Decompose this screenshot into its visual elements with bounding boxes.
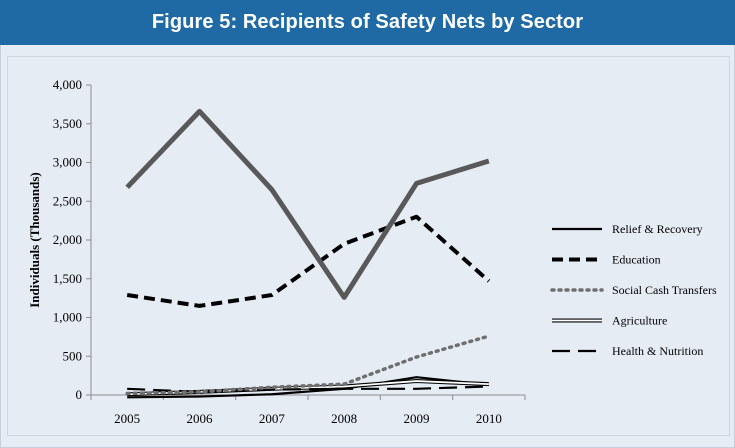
x-tick-label: 2007 [259,411,286,426]
y-tick-label: 2,500 [53,193,82,208]
x-tick-label: 2008 [331,411,357,426]
y-tick-label: 4,000 [53,77,82,92]
y-tick-label: 3,500 [53,116,82,131]
y-tick-label: 0 [76,387,83,402]
figure-title-bar: Figure 5: Recipients of Safety Nets by S… [0,0,735,45]
legend-label: Agriculture [612,314,667,328]
chart-area [7,56,730,436]
x-tick-label: 2010 [476,411,502,426]
series-line-dashed [126,214,491,308]
y-tick-label: 3,000 [53,155,82,170]
y-tick-label: 1,000 [53,310,82,325]
series-line-solid [127,376,489,399]
x-tick-label: 2005 [114,411,140,426]
series-line-dotted [125,334,491,396]
legend-label: Relief & Recovery [612,222,703,236]
legend-label: Social Cash Transfers [612,283,717,297]
y-tick-label: 1,500 [53,271,82,286]
figure-title: Figure 5: Recipients of Safety Nets by S… [151,11,584,33]
chart-panel [0,45,735,448]
legend-label: Education [612,253,661,267]
legend-label: Health & Nutrition [612,344,703,358]
y-axis-label: Individuals (Thousands) [27,172,42,308]
y-tick-label: 2,000 [53,232,82,247]
x-tick-label: 2006 [187,411,214,426]
series-line-long-dash [127,385,489,393]
y-tick-label: 500 [63,348,83,363]
x-tick-label: 2009 [404,411,430,426]
series-line-solid-thick-gray [125,108,490,300]
